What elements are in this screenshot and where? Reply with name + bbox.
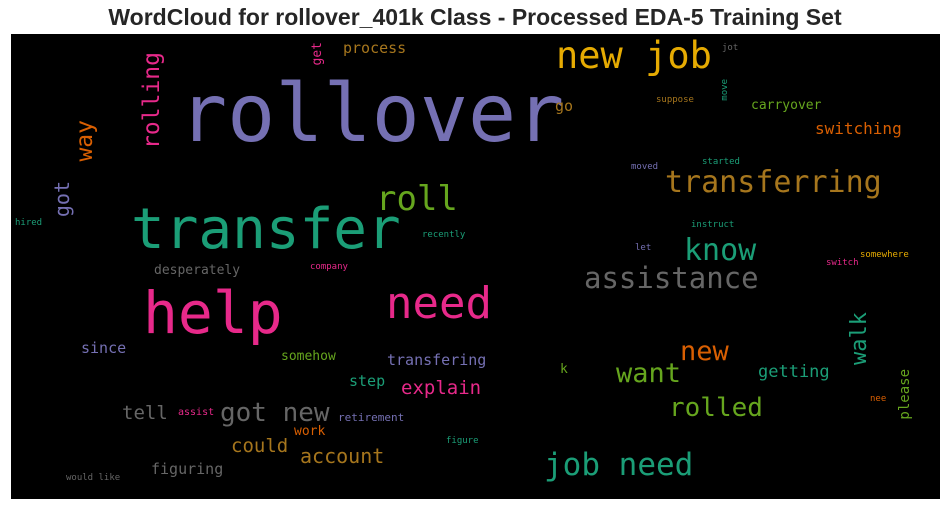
word-company: company	[310, 262, 348, 272]
word-need: need	[386, 278, 492, 329]
word-tell: tell	[122, 402, 168, 424]
word-started: started	[702, 157, 740, 167]
word-switching: switching	[815, 119, 902, 138]
word-somehow: somehow	[281, 349, 336, 364]
word-desperately: desperately	[154, 263, 241, 278]
word-transferring: transferring	[665, 165, 882, 200]
word-carryover: carryover	[751, 98, 822, 113]
word-way: way	[72, 120, 98, 162]
word-let: let	[635, 243, 652, 253]
word-switch: switch	[826, 258, 859, 268]
word-moved: moved	[631, 162, 659, 172]
word-assist: assist	[178, 407, 215, 418]
word-transfer: transfer	[131, 197, 401, 262]
chart-title: WordCloud for rollover_401k Class - Proc…	[108, 4, 842, 30]
word-transfering: transfering	[387, 351, 487, 369]
word-new-job: new job	[556, 34, 712, 77]
word-get: get	[310, 42, 325, 66]
word-work: work	[294, 424, 326, 439]
word-since: since	[81, 339, 127, 357]
word-getting: getting	[758, 362, 830, 382]
wordcloud-canvas: rollover transfer new job help need transferr…	[11, 34, 940, 499]
word-rolled: rolled	[669, 393, 763, 423]
word-know: know	[684, 233, 757, 268]
word-suppose: suppose	[656, 95, 694, 105]
word-could: could	[231, 435, 289, 457]
word-retirement: retirement	[338, 411, 405, 424]
word-walk: walk	[847, 312, 872, 365]
word-explain: explain	[401, 377, 482, 399]
word-nee: nee	[870, 394, 887, 404]
word-got: got	[50, 181, 74, 218]
word-step: step	[349, 372, 386, 390]
word-jot: jot	[722, 43, 739, 53]
word-help: help	[143, 279, 283, 347]
word-want: want	[616, 358, 682, 389]
word-please: please	[897, 369, 913, 420]
word-roll: roll	[376, 179, 458, 219]
word-got-new: got new	[220, 398, 330, 428]
word-move: move	[720, 79, 730, 101]
word-would-like: would like	[66, 473, 121, 483]
word-recently: recently	[422, 230, 466, 240]
word-account: account	[300, 444, 385, 468]
word-figure: figure	[446, 436, 479, 446]
word-process: process	[343, 39, 407, 57]
word-figuring: figuring	[151, 460, 224, 478]
word-hired: hired	[15, 218, 43, 228]
word-go: go	[555, 97, 574, 115]
word-somewhere: somewhere	[860, 250, 909, 260]
word-rolling: rolling	[139, 52, 165, 149]
word-job-need: job need	[544, 447, 694, 483]
word-rollover: rollover	[179, 67, 565, 160]
word-new: new	[680, 336, 729, 367]
word-assistance: assistance	[584, 261, 759, 295]
word-k: k	[560, 362, 568, 377]
word-instruct: instruct	[691, 220, 735, 230]
